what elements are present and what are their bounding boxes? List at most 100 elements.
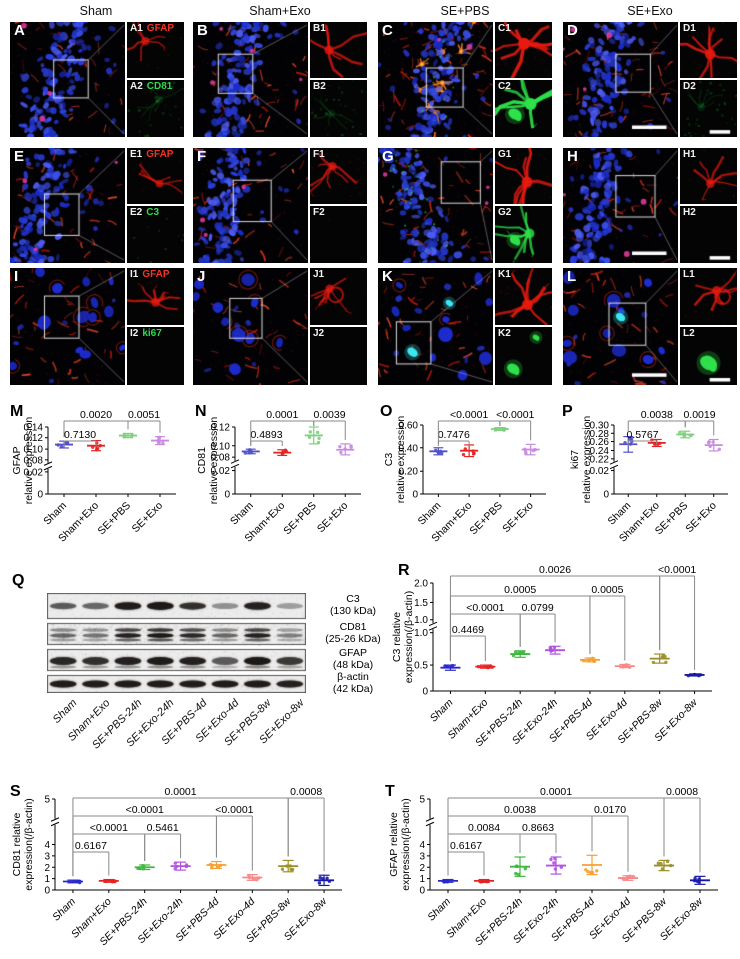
p-value-label: 0.0170: [594, 804, 626, 816]
data-group-SE+PBS-8w: [278, 859, 299, 873]
inset-caption-H1: H1: [683, 149, 696, 160]
data-point: [697, 880, 701, 884]
data-point: [327, 879, 332, 883]
data-point: [173, 861, 178, 865]
data-point: [130, 433, 134, 437]
panel-letter-F: F: [197, 148, 207, 165]
data-group-SE+Exo-24h: [546, 856, 566, 875]
protein-name: C3: [346, 593, 360, 605]
p-value-label: 0.0005: [504, 584, 536, 596]
data-group-SE+PBS-4d: [582, 854, 602, 876]
significance-bracket: [72, 851, 110, 877]
data-group-SE+PBS-24h: [510, 650, 531, 658]
data-point: [501, 428, 506, 432]
inset-label: B1: [313, 23, 326, 34]
data-group-Sham+Exo: [98, 878, 119, 884]
y-tick-label: 3: [44, 851, 50, 862]
p-value-label: 0.5461: [147, 822, 179, 834]
inset-image-B2: [310, 80, 367, 137]
inset-caption-J2: J2: [313, 328, 324, 339]
chart-panel-R: R 0 0.5 1.0 1.0 1.5 2.0 C3 relative expression(/…: [390, 558, 740, 774]
data-point: [436, 450, 440, 454]
inset-label: K2: [498, 328, 511, 339]
data-point: [208, 862, 213, 867]
data-group-Sham: [440, 663, 461, 671]
y-tick-label: 0.02: [211, 466, 231, 477]
data-group-SE+Exo: [521, 443, 540, 456]
p-value-label: 0.0001: [165, 786, 197, 798]
data-point: [317, 436, 321, 441]
panel-letter-H: H: [567, 148, 578, 165]
p-value-label: <0.0001: [90, 822, 128, 834]
p-value-label: 0.0038: [641, 409, 673, 421]
data-point: [343, 447, 347, 451]
inset-panel-K2: K2: [495, 327, 552, 385]
data-point: [248, 448, 252, 452]
data-point: [621, 664, 626, 668]
y-axis-label-line: relative expression: [581, 416, 593, 504]
data-point: [659, 861, 663, 866]
data-group-SE+PBS-24h: [510, 856, 530, 877]
data-group-Sham: [62, 879, 83, 885]
y-tick-label: 0.26: [590, 437, 610, 448]
significance-bracket: [684, 420, 715, 436]
inset-label: F1: [313, 149, 325, 160]
data-point: [471, 452, 476, 456]
p-value-label: 0.0039: [313, 409, 345, 421]
data-point: [247, 875, 252, 880]
y-tick-label: 0.08: [24, 455, 44, 466]
panel-letter-I: I: [14, 268, 19, 285]
data-point: [445, 879, 450, 883]
y-axis-label-line: relative expression: [395, 416, 407, 504]
data-group-SE+PBS: [304, 426, 323, 445]
data-point: [595, 869, 599, 873]
data-point: [625, 875, 630, 879]
inset-image-J1: [310, 268, 367, 325]
x-category-label: SE+Exo: [315, 500, 351, 536]
y-axis-label-line: expression(/β-actin): [403, 591, 415, 683]
data-point: [445, 664, 449, 668]
p-value-label: 0.4893: [250, 429, 282, 441]
data-point: [325, 876, 329, 880]
significance-bracket: [591, 815, 629, 872]
micrograph-panel-A: A: [10, 22, 125, 137]
data-point: [59, 445, 64, 449]
inset-panel-H1: H1: [680, 148, 737, 204]
data-point: [471, 449, 475, 453]
inset-panel-J2: J2: [310, 327, 367, 385]
inset-caption-E1: E1 GFAP: [130, 149, 173, 160]
inset-caption-B2: B2: [313, 81, 326, 92]
micrograph-image-B: [193, 22, 308, 137]
data-point: [590, 656, 595, 660]
x-category-label: SE+Exo: [130, 500, 166, 536]
data-point: [516, 872, 521, 877]
micrograph-panel-C: C: [378, 22, 493, 137]
marker-label-CD81: CD81: [146, 81, 173, 92]
data-point: [688, 433, 692, 437]
p-value-label: 0.0001: [540, 786, 572, 798]
data-group-SE+Exo: [704, 438, 723, 452]
y-axis-label-line: GFAP: [11, 446, 23, 474]
micrograph-image-E: [10, 148, 125, 263]
protein-name: β-actin: [337, 671, 369, 683]
data-point: [523, 866, 528, 871]
p-value-label: <0.0001: [450, 409, 488, 421]
data-group-SE+PBS-4d: [206, 860, 227, 870]
y-tick-label: 5: [419, 795, 425, 806]
data-point: [586, 658, 591, 663]
data-point: [288, 864, 292, 868]
micrograph-image-G: [378, 148, 493, 263]
data-point: [660, 867, 665, 871]
data-group-SE+Exo-4d: [618, 874, 638, 881]
data-point: [553, 856, 557, 861]
micrograph-image-K: [378, 268, 493, 385]
data-point: [693, 672, 697, 677]
blot-protein-label-0: C3 (130 kDa): [309, 593, 397, 617]
p-value-label: 0.0038: [504, 804, 536, 816]
data-point: [514, 871, 518, 876]
data-point: [549, 857, 553, 862]
micrograph-image-F: [193, 148, 308, 263]
marker-label-GFAP: GFAP: [146, 23, 175, 34]
